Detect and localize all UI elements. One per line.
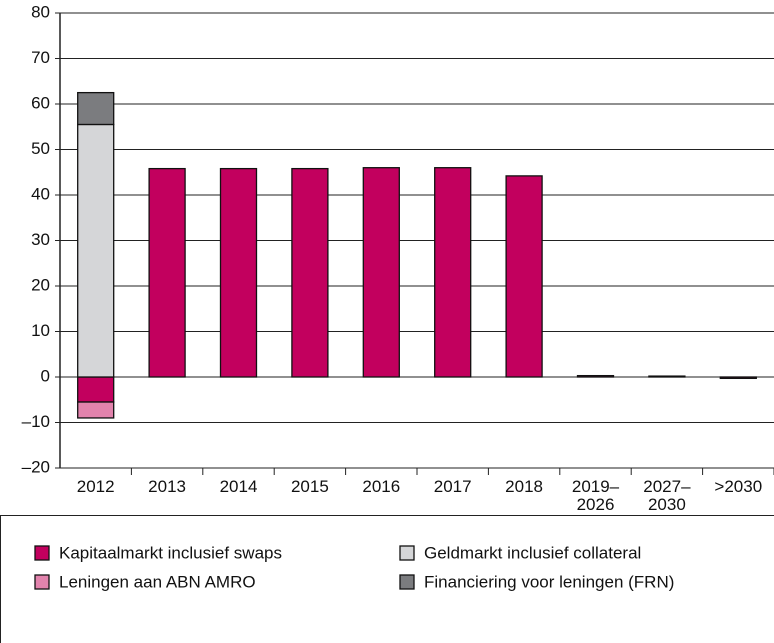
bar-segment <box>362 167 400 378</box>
x-tick-label: 2015 <box>290 477 329 496</box>
y-tick-label: 30 <box>31 230 50 249</box>
bar-segment <box>77 91 115 126</box>
y-tick-label: 60 <box>31 93 50 112</box>
y-tick-label: –10 <box>22 412 50 431</box>
bar-segment <box>77 123 115 378</box>
bar-segment <box>77 376 115 403</box>
y-tick-label: 0 <box>41 366 50 385</box>
y-tick-label: 70 <box>31 48 50 67</box>
x-tick-label: 2019– 2026 <box>571 477 620 514</box>
legend-swatch <box>34 545 50 561</box>
bar-segment <box>719 376 757 380</box>
y-tick-label: 50 <box>31 139 50 158</box>
bar-segment <box>505 175 543 378</box>
x-tick-label: >2030 <box>714 477 763 496</box>
legend-label: Geldmarkt inclusief collateral <box>424 543 641 562</box>
legend-swatch <box>34 574 50 590</box>
legend-label: Financiering voor leningen (FRN) <box>424 572 674 591</box>
x-tick-label: 2027– 2030 <box>643 477 691 514</box>
y-tick-label: 80 <box>31 2 50 21</box>
x-tick-label: 2018 <box>505 477 543 496</box>
y-tick-label: 10 <box>31 321 50 340</box>
bar-segment <box>148 167 186 378</box>
x-tick-label: 2012 <box>76 477 115 496</box>
bar-segment <box>576 374 615 378</box>
legend-swatch <box>399 574 415 590</box>
x-tick-label: 2017 <box>433 477 472 496</box>
legend-label: Leningen aan ABN AMRO <box>59 572 256 591</box>
bar-segment <box>434 167 472 378</box>
bar-segment <box>77 401 115 419</box>
x-tick-label: 2016 <box>362 477 401 496</box>
legend-label: Kapitaalmarkt inclusief swaps <box>59 543 282 562</box>
bar-segment <box>291 167 329 378</box>
bar-segment <box>648 375 686 378</box>
x-tick-label: 2013 <box>148 477 186 496</box>
y-tick-label: 40 <box>31 184 50 203</box>
bar-segment <box>219 167 258 378</box>
y-tick-label: –20 <box>22 457 50 476</box>
legend-swatch <box>399 545 415 561</box>
x-tick-label: 2014 <box>219 477 258 496</box>
y-tick-label: 20 <box>31 275 50 294</box>
